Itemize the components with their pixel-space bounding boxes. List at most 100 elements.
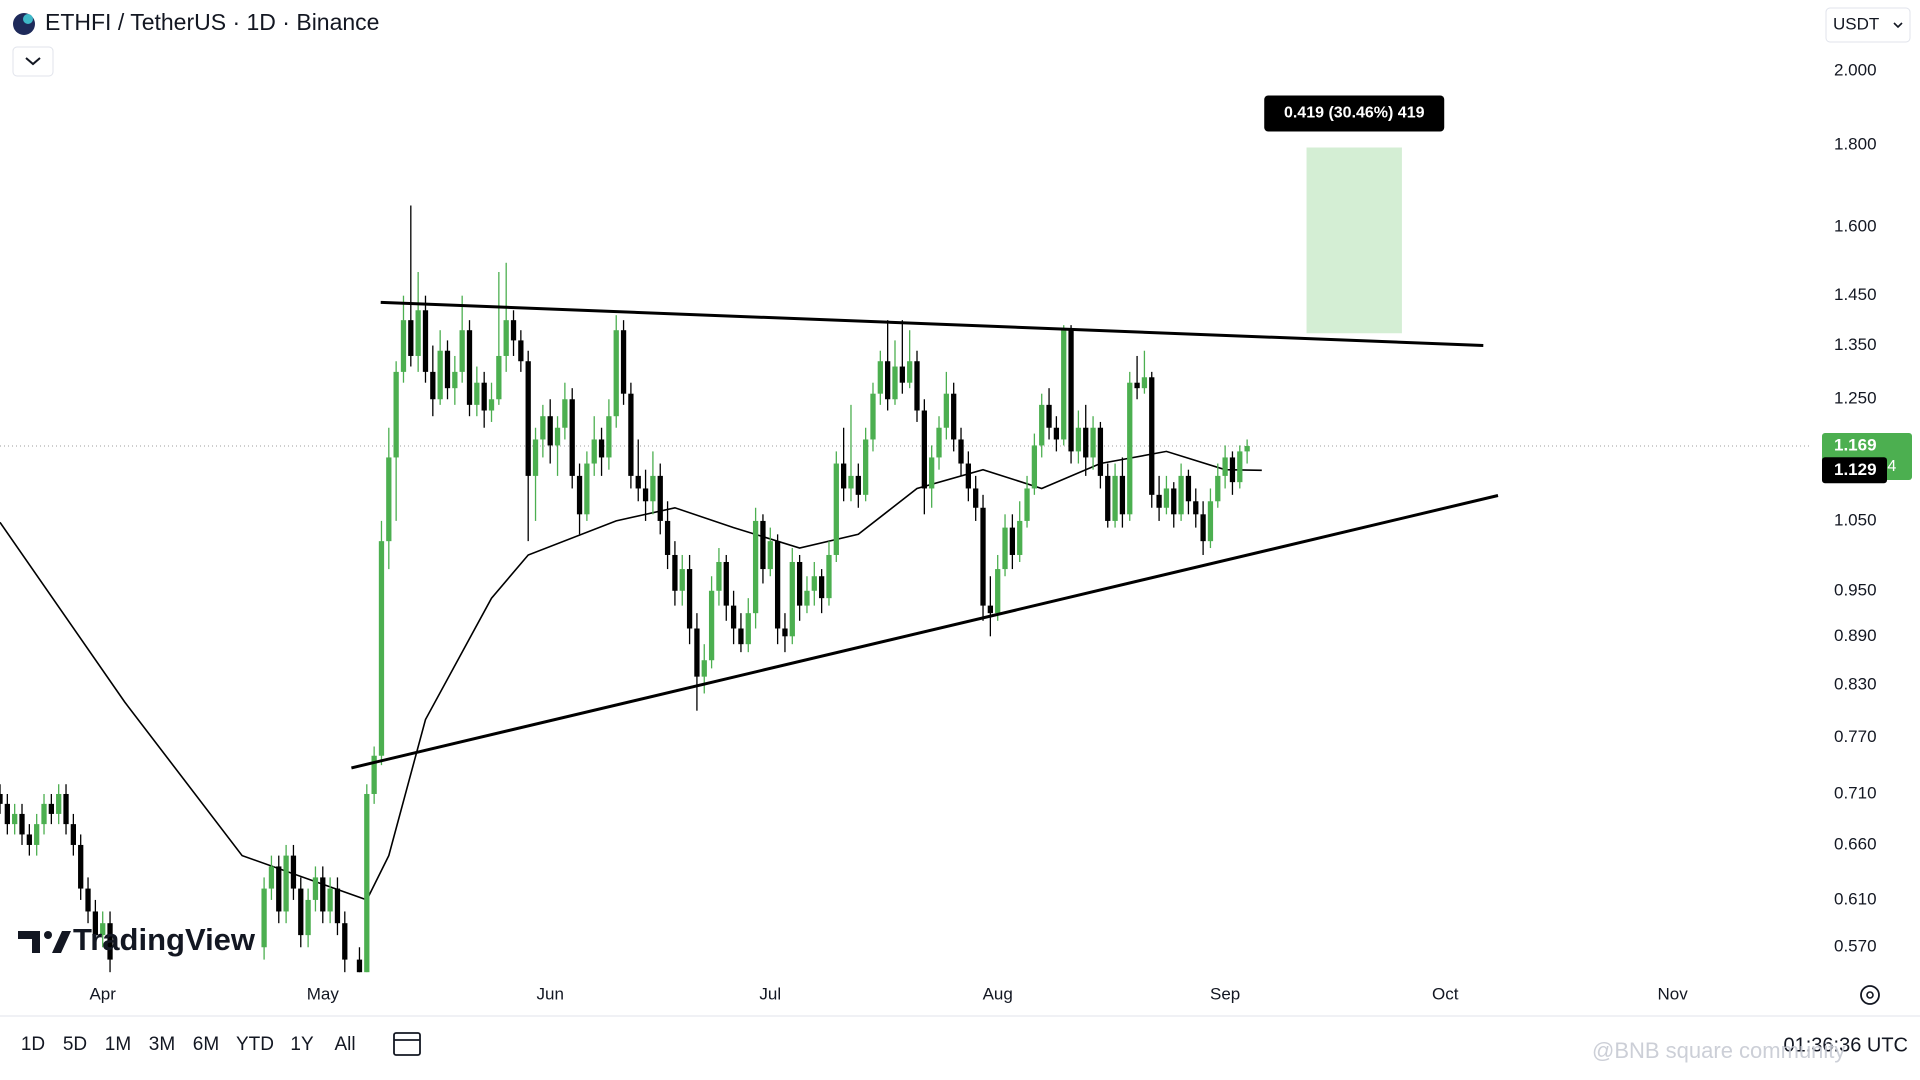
candle-body (1105, 475, 1111, 521)
trendline (380, 300, 1484, 347)
candle-body (481, 382, 487, 411)
candle-body (907, 361, 913, 383)
y-tick-label: 1.350 (1834, 335, 1877, 354)
range-button[interactable]: YTD (236, 1034, 274, 1055)
candle-body (276, 866, 282, 912)
candle-body (261, 888, 267, 948)
toolbar: 1D 5D 1M 3M 6M YTD 1Y All (21, 1034, 356, 1055)
candle-body (415, 310, 421, 356)
range-button[interactable]: All (334, 1034, 355, 1055)
measure-label-box (1264, 95, 1445, 132)
candle-body (1134, 382, 1140, 389)
y-tick-label: 0.890 (1834, 626, 1877, 645)
candle-body (738, 628, 744, 645)
candle-body (958, 439, 964, 464)
candle-body (1229, 457, 1236, 483)
candle-body (459, 330, 465, 372)
moving-average (0, 450, 1262, 901)
candle-body (422, 310, 429, 372)
calendar-icon (393, 1032, 421, 1056)
candle-body (1061, 330, 1067, 440)
clock: 01:36:36 UTC (1783, 1034, 1908, 1056)
candle-body (1163, 488, 1170, 508)
candle-body (1178, 475, 1184, 515)
candle-body (562, 399, 568, 428)
range-button[interactable]: 5D (63, 1034, 87, 1055)
range-button[interactable]: 6M (193, 1034, 219, 1055)
candle-body (393, 371, 399, 458)
candle-body (804, 590, 810, 606)
x-tick-label: Nov (1657, 984, 1688, 1003)
y-tick-label: 0.570 (1834, 937, 1877, 956)
candle-body (386, 457, 392, 542)
candle-body (1237, 451, 1243, 483)
candle-body (474, 382, 480, 405)
candle-body (85, 888, 91, 912)
candle-body (789, 561, 795, 637)
x-tick-label: Aug (983, 984, 1013, 1003)
candle-body (730, 605, 737, 629)
candle-body (1046, 404, 1052, 428)
currency-button[interactable] (1825, 7, 1911, 43)
candle-body (1024, 488, 1030, 521)
candle-body (290, 855, 297, 889)
candle-body (1083, 427, 1089, 458)
candle-body (488, 399, 495, 411)
candle-body (921, 410, 927, 489)
candle-body (444, 350, 451, 389)
candle-body (4, 803, 10, 825)
y-tick-label: 0.610 (1834, 889, 1877, 908)
range-button[interactable]: 1Y (290, 1034, 314, 1055)
date-range-button[interactable] (393, 1032, 421, 1056)
candle-body (1039, 404, 1045, 446)
y-tick-label: 0.660 (1834, 834, 1877, 853)
settings-button[interactable] (1860, 985, 1880, 1005)
candle-body (701, 660, 707, 677)
candle-body (584, 463, 590, 515)
logo-mark (52, 931, 71, 953)
candle-body (635, 475, 641, 489)
candle-body (378, 541, 385, 756)
currency-label: USDT (1833, 14, 1879, 33)
candle-body (694, 628, 700, 677)
candle-body (841, 463, 847, 489)
candle-body (496, 355, 502, 400)
collapse-button[interactable] (12, 46, 54, 77)
logo-text: TradingView (73, 922, 256, 957)
candle-body (466, 330, 473, 405)
y-tick-label: 1.800 (1834, 134, 1877, 153)
range-button[interactable]: 1M (105, 1034, 131, 1055)
candle-body (848, 475, 854, 489)
candle-body (532, 439, 539, 476)
y-tick-label: 1.600 (1834, 216, 1877, 235)
candle-body (826, 554, 832, 599)
x-tick-label: Oct (1432, 984, 1459, 1003)
candle-body (752, 520, 759, 614)
range-button[interactable]: 3M (149, 1034, 175, 1055)
candle-body (929, 457, 935, 489)
candle-body (305, 899, 311, 936)
candle-body (1215, 475, 1221, 502)
candle-body (716, 561, 722, 591)
candle-body (1075, 427, 1082, 452)
candle-body (1156, 494, 1162, 508)
y-tick-label: 1.050 (1834, 510, 1877, 529)
candle-body (0, 793, 3, 804)
candle-body (540, 416, 546, 440)
candle-body (1149, 377, 1155, 495)
currency-chevron (1893, 22, 1903, 29)
ma-badge (1822, 457, 1887, 484)
candle-body (107, 923, 113, 960)
candle-body (980, 507, 986, 606)
candle-body (899, 366, 905, 383)
y-tick-label: 0.950 (1834, 580, 1877, 599)
candle-body (811, 576, 817, 591)
candle-body (12, 813, 18, 825)
candle-body (606, 416, 612, 458)
candle-body (1009, 527, 1016, 555)
range-button[interactable]: 1D (21, 1034, 45, 1055)
candle-body (547, 416, 553, 446)
candle-body (782, 628, 788, 637)
candle-body (34, 824, 40, 845)
